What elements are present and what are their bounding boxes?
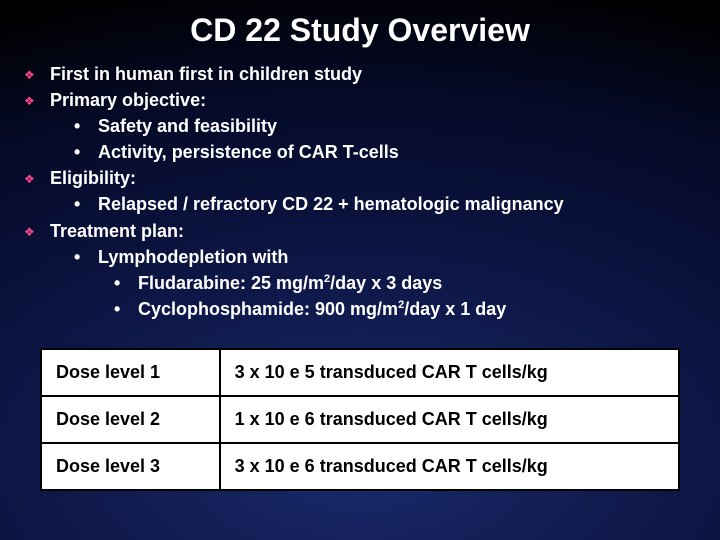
subsub-bullet-text: Fludarabine: 25 mg/m2/day x 3 days	[138, 270, 442, 296]
diamond-icon: ❖	[24, 165, 50, 188]
bullet-item: ❖First in human first in children study	[24, 61, 696, 87]
table-row: Dose level 13 x 10 e 5 transduced CAR T …	[41, 349, 679, 396]
table-row: Dose level 21 x 10 e 6 transduced CAR T …	[41, 396, 679, 443]
table-cell: 3 x 10 e 5 transduced CAR T cells/kg	[220, 349, 679, 396]
sub-bullet-item: •Activity, persistence of CAR T-cells	[24, 139, 696, 165]
diamond-icon: ❖	[24, 61, 50, 84]
dot-icon: •	[114, 270, 138, 296]
bullet-item: ❖Eligibility:	[24, 165, 696, 191]
sub-bullet-item: •Safety and feasibility	[24, 113, 696, 139]
dose-table-wrap: Dose level 13 x 10 e 5 transduced CAR T …	[40, 348, 680, 491]
dot-icon: •	[74, 113, 98, 139]
bullet-text: First in human first in children study	[50, 61, 362, 87]
sub-bullet-text: Relapsed / refractory CD 22 + hematologi…	[98, 191, 564, 217]
sub-bullet-text: Activity, persistence of CAR T-cells	[98, 139, 399, 165]
bullet-text: Primary objective:	[50, 87, 206, 113]
sub-bullet-text: Lymphodepletion with	[98, 244, 288, 270]
table-cell: Dose level 3	[41, 443, 220, 490]
dot-icon: •	[74, 139, 98, 165]
bullet-list: ❖First in human first in children study❖…	[0, 61, 720, 322]
dot-icon: •	[74, 191, 98, 217]
bullet-item: ❖Treatment plan:	[24, 218, 696, 244]
subsub-bullet-item: •Fludarabine: 25 mg/m2/day x 3 days	[24, 270, 696, 296]
sub-bullet-item: •Relapsed / refractory CD 22 + hematolog…	[24, 191, 696, 217]
subsub-bullet-item: •Cyclophosphamide: 900 mg/m2/day x 1 day	[24, 296, 696, 322]
table-cell: Dose level 1	[41, 349, 220, 396]
sub-bullet-text: Safety and feasibility	[98, 113, 277, 139]
slide-title: CD 22 Study Overview	[0, 0, 720, 61]
table-cell: Dose level 2	[41, 396, 220, 443]
diamond-icon: ❖	[24, 87, 50, 110]
dose-table: Dose level 13 x 10 e 5 transduced CAR T …	[40, 348, 680, 491]
dot-icon: •	[114, 296, 138, 322]
bullet-text: Eligibility:	[50, 165, 136, 191]
bullet-item: ❖Primary objective:	[24, 87, 696, 113]
subsub-bullet-text: Cyclophosphamide: 900 mg/m2/day x 1 day	[138, 296, 506, 322]
dot-icon: •	[74, 244, 98, 270]
table-row: Dose level 33 x 10 e 6 transduced CAR T …	[41, 443, 679, 490]
bullet-text: Treatment plan:	[50, 218, 184, 244]
table-cell: 1 x 10 e 6 transduced CAR T cells/kg	[220, 396, 679, 443]
table-cell: 3 x 10 e 6 transduced CAR T cells/kg	[220, 443, 679, 490]
diamond-icon: ❖	[24, 218, 50, 241]
sub-bullet-item: •Lymphodepletion with	[24, 244, 696, 270]
